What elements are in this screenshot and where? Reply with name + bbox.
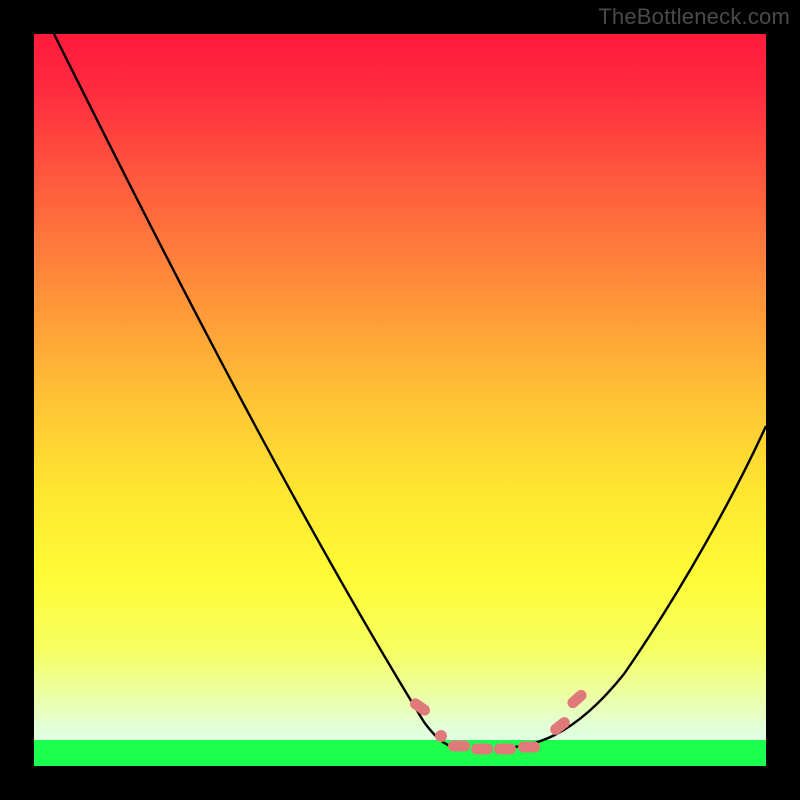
- curve-right: [496, 426, 766, 748]
- curve-marker: [518, 741, 540, 752]
- plot-area: [34, 34, 766, 766]
- curve-marker: [435, 730, 447, 742]
- chart-canvas: { "watermark": { "text": "TheBottleneck.…: [0, 0, 800, 800]
- curve-marker: [471, 744, 493, 755]
- curve-left: [54, 34, 462, 748]
- curve-marker: [448, 740, 470, 751]
- watermark-text: TheBottleneck.com: [598, 4, 790, 30]
- bottleneck-curve: [34, 34, 766, 766]
- curve-marker: [494, 744, 516, 755]
